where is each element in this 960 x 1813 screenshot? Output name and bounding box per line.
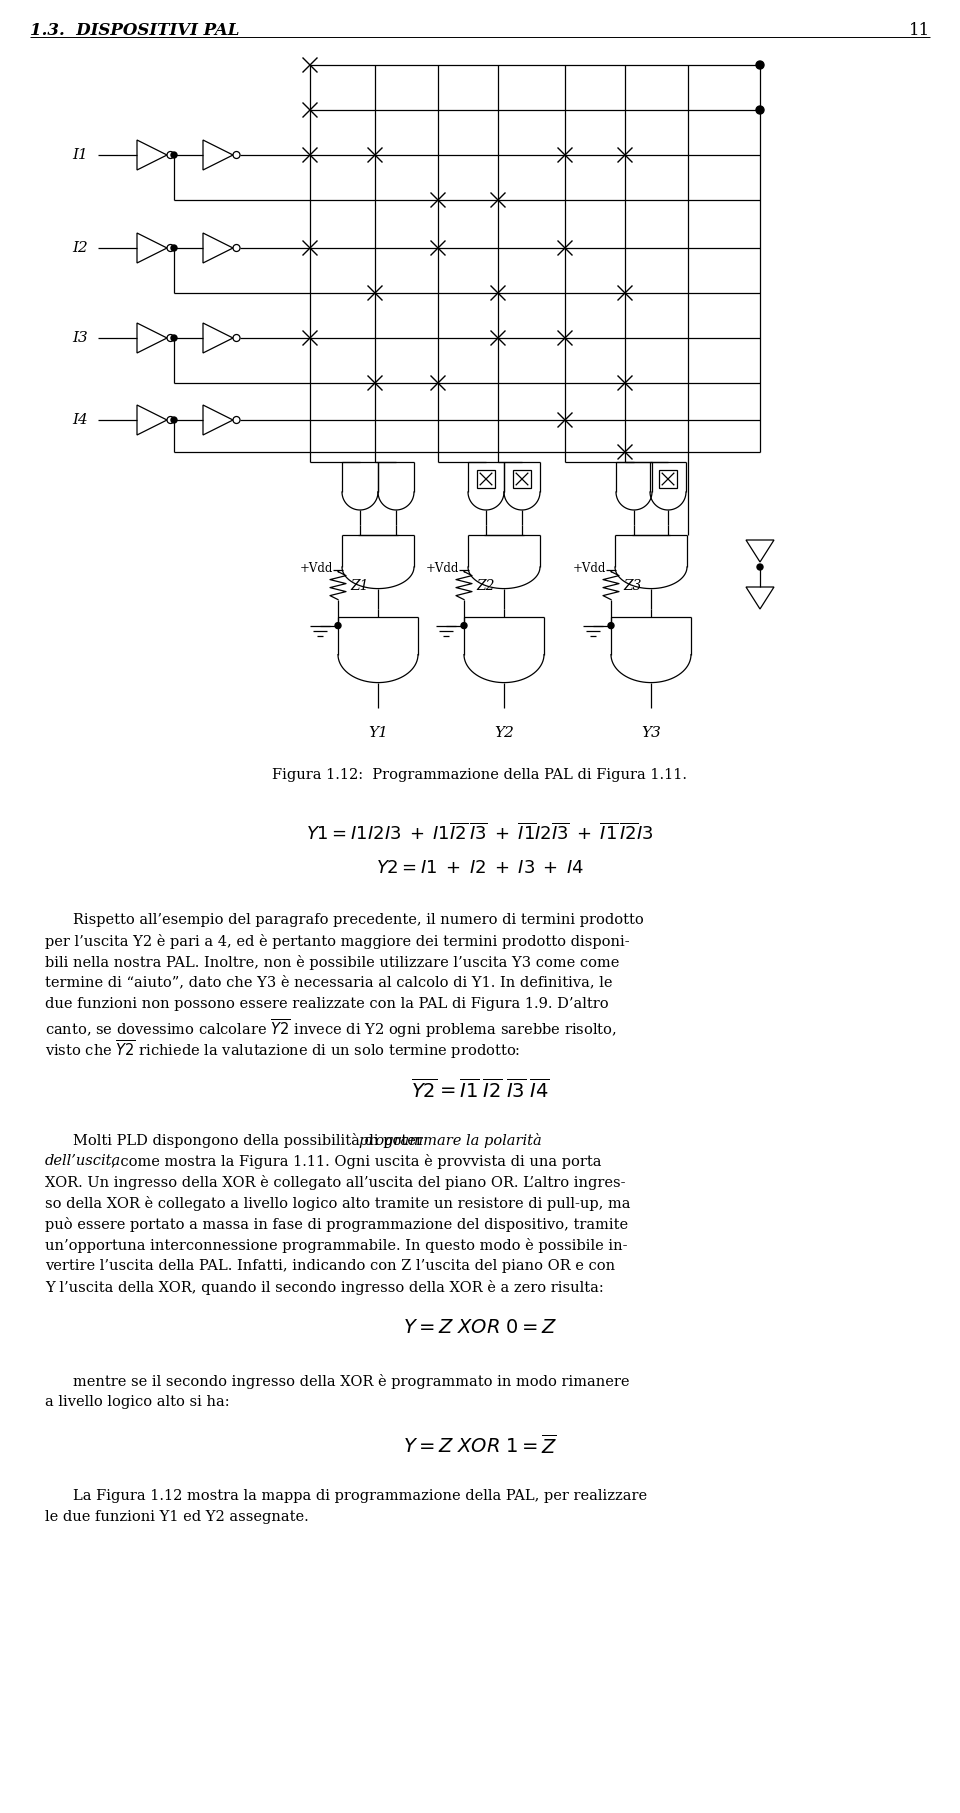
Text: +Vdd: +Vdd <box>572 562 606 575</box>
Text: può essere portato a massa in fase di programmazione del dispositivo, tramite: può essere portato a massa in fase di pr… <box>45 1217 628 1231</box>
Text: +Vdd: +Vdd <box>425 562 459 575</box>
Text: un’opportuna interconnessione programmabile. In questo modo è possibile in-: un’opportuna interconnessione programmab… <box>45 1238 628 1253</box>
Text: so della XOR è collegato a livello logico alto tramite un resistore di pull-up, : so della XOR è collegato a livello logic… <box>45 1195 631 1211</box>
Text: a livello logico alto si ha:: a livello logico alto si ha: <box>45 1394 229 1409</box>
Text: Figura 1.12:  Programmazione della PAL di Figura 1.11.: Figura 1.12: Programmazione della PAL di… <box>273 767 687 781</box>
Circle shape <box>171 417 177 422</box>
Text: I1: I1 <box>72 149 88 161</box>
Text: dell’uscita: dell’uscita <box>45 1153 121 1168</box>
Text: vertire l’uscita della PAL. Infatti, indicando con Z l’uscita del piano OR e con: vertire l’uscita della PAL. Infatti, ind… <box>45 1258 615 1273</box>
Text: Z3: Z3 <box>623 578 641 593</box>
Text: XOR. Un ingresso della XOR è collegato all’uscita del piano OR. L’altro ingres-: XOR. Un ingresso della XOR è collegato a… <box>45 1175 626 1189</box>
Text: Molti PLD dispongono della possibilità di poter programmare la polarità: Molti PLD dispongono della possibilità d… <box>73 1133 611 1148</box>
Text: Y2: Y2 <box>494 725 514 740</box>
Text: $\overline{Y2} = \overline{I1}\;\overline{I2}\;\overline{I3}\;\overline{I4}$: $\overline{Y2} = \overline{I1}\;\overlin… <box>411 1077 549 1100</box>
Text: programmare la polarità: programmare la polarità <box>359 1133 541 1148</box>
Text: Z2: Z2 <box>476 578 494 593</box>
Circle shape <box>608 622 614 629</box>
Circle shape <box>757 564 763 569</box>
Text: $Y = Z \; XOR \; 1 = \overline{Z}$: $Y = Z \; XOR \; 1 = \overline{Z}$ <box>403 1434 557 1458</box>
Circle shape <box>171 245 177 250</box>
Circle shape <box>171 152 177 158</box>
Text: La Figura 1.12 mostra la mappa di programmazione della PAL, per realizzare: La Figura 1.12 mostra la mappa di progra… <box>73 1488 647 1503</box>
Text: I4: I4 <box>72 413 88 428</box>
Text: Z1: Z1 <box>350 578 369 593</box>
Text: le due funzioni Y1 ed Y2 assegnate.: le due funzioni Y1 ed Y2 assegnate. <box>45 1510 309 1523</box>
Text: I2: I2 <box>72 241 88 256</box>
Bar <box>513 470 531 488</box>
Text: Rispetto all’esempio del paragrafo precedente, il numero di termini prodotto: Rispetto all’esempio del paragrafo prece… <box>73 912 644 926</box>
Circle shape <box>756 105 764 114</box>
Text: termine di “aiuto”, dato che Y3 è necessaria al calcolo di Y1. In definitiva, le: termine di “aiuto”, dato che Y3 è necess… <box>45 975 612 990</box>
Text: Molti PLD dispongono della possibilità di poter: Molti PLD dispongono della possibilità d… <box>73 1133 427 1148</box>
Text: 11: 11 <box>909 22 930 40</box>
Circle shape <box>756 62 764 69</box>
Circle shape <box>171 335 177 341</box>
Text: visto che $\overline{Y2}$ richiede la valutazione di un solo termine prodotto:: visto che $\overline{Y2}$ richiede la va… <box>45 1039 520 1061</box>
Text: +Vdd: +Vdd <box>300 562 333 575</box>
Text: mentre se il secondo ingresso della XOR è programmato in modo rimanere: mentre se il secondo ingresso della XOR … <box>73 1374 630 1389</box>
Text: $Y1 = I1I2I3 \;+\; I1\overline{I2}\,\overline{I3} \;+\; \overline{I1}I2\overline: $Y1 = I1I2I3 \;+\; I1\overline{I2}\,\ove… <box>306 823 654 845</box>
Text: 1.3.  DISPOSITIVI PAL: 1.3. DISPOSITIVI PAL <box>30 22 239 40</box>
Circle shape <box>335 622 341 629</box>
Circle shape <box>461 622 467 629</box>
Text: Y l’uscita della XOR, quando il secondo ingresso della XOR è a zero risulta:: Y l’uscita della XOR, quando il secondo … <box>45 1280 604 1294</box>
Bar <box>659 470 677 488</box>
Text: I3: I3 <box>72 332 88 344</box>
Text: due funzioni non possono essere realizzate con la PAL di Figura 1.9. D’altro: due funzioni non possono essere realizza… <box>45 997 609 1010</box>
Text: Y1: Y1 <box>368 725 388 740</box>
Bar <box>477 470 495 488</box>
Text: per l’uscita Y2 è pari a 4, ed è pertanto maggiore dei termini prodotto disponi-: per l’uscita Y2 è pari a 4, ed è pertant… <box>45 934 630 948</box>
Text: , come mostra la Figura 1.11. Ogni uscita è provvista di una porta: , come mostra la Figura 1.11. Ogni uscit… <box>111 1153 602 1169</box>
Text: $Y2 = I1 \;+\; I2 \;+\; I3 \;+\; I4$: $Y2 = I1 \;+\; I2 \;+\; I3 \;+\; I4$ <box>376 859 584 877</box>
Text: $Y = Z \; XOR \; 0 = Z$: $Y = Z \; XOR \; 0 = Z$ <box>403 1318 557 1336</box>
Text: bili nella nostra PAL. Inoltre, non è possibile utilizzare l’uscita Y3 come come: bili nella nostra PAL. Inoltre, non è po… <box>45 955 619 970</box>
Text: canto, se dovessimo calcolare $\overline{Y2}$ invece di Y2 ogni problema sarebbe: canto, se dovessimo calcolare $\overline… <box>45 1017 616 1041</box>
Text: Y3: Y3 <box>641 725 660 740</box>
